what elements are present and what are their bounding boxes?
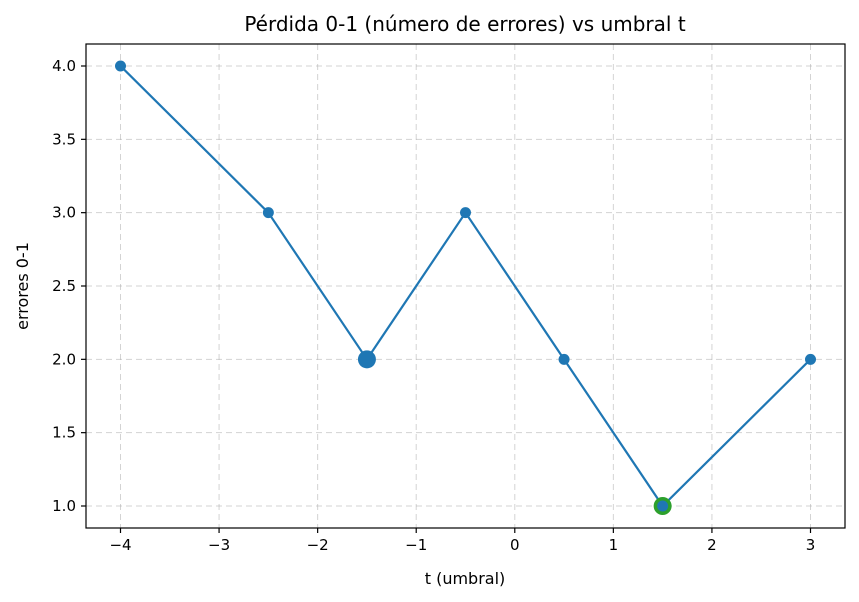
- axis-ticks: −4 −3 −2 −1 0 1 2 3 1.0 1.5 2.0 2.5 3.0 3.5 4.0: [52, 57, 815, 554]
- x-tick-label: −3: [208, 536, 230, 554]
- x-tick-label: 1: [609, 536, 619, 554]
- data-point: [115, 60, 126, 72]
- y-axis-label: errores 0-1: [13, 242, 32, 330]
- x-tick-label: 2: [707, 536, 717, 554]
- x-tick-label: 3: [806, 536, 816, 554]
- x-tick-label: 0: [510, 536, 520, 554]
- y-tick-label: 3.5: [52, 130, 76, 148]
- x-tick-label: −4: [109, 536, 131, 554]
- y-tick-label: 4.0: [52, 57, 76, 75]
- y-tick-label: 3.0: [52, 204, 76, 222]
- x-axis-label: t (umbral): [425, 569, 506, 588]
- y-tick-label: 2.5: [52, 277, 76, 295]
- y-tick-label: 2.0: [52, 350, 76, 368]
- data-point: [460, 207, 471, 219]
- x-tick-label: −2: [307, 536, 329, 554]
- y-tick-label: 1.0: [52, 497, 76, 515]
- data-point: [805, 353, 816, 365]
- series: [115, 60, 816, 515]
- highlight-point: [357, 350, 376, 369]
- data-point: [558, 353, 570, 365]
- y-tick-label: 1.5: [52, 424, 76, 442]
- data-point: [657, 500, 669, 512]
- x-tick-label: −1: [405, 536, 427, 554]
- grid: [86, 44, 845, 528]
- data-point: [262, 207, 274, 219]
- chart-title: Pérdida 0-1 (número de errores) vs umbra…: [244, 12, 686, 36]
